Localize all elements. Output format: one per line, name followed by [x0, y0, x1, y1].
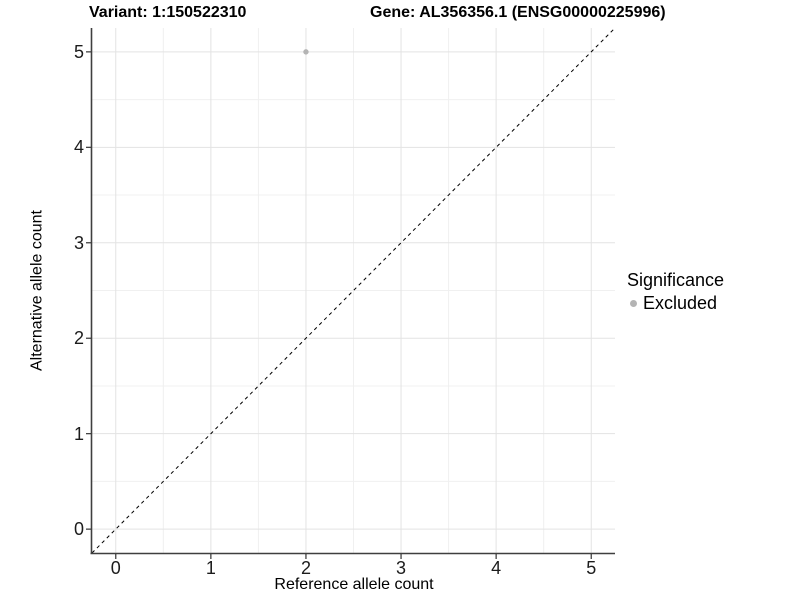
x-tick-label-5: 5 — [586, 558, 597, 578]
x-tick-label-4: 4 — [491, 558, 502, 578]
x-tick-label-0: 0 — [110, 558, 121, 578]
y-tick-label-1: 1 — [73, 423, 84, 444]
y-tick-label-3: 3 — [73, 232, 84, 253]
y-tick-label-0: 0 — [73, 519, 84, 540]
x-axis-title: Reference allele count — [274, 576, 434, 593]
identity-dashed-line — [91, 27, 616, 554]
y-tick-label-4: 4 — [73, 137, 84, 158]
legend: Significance Excluded — [627, 270, 724, 314]
excluded-point-icon — [630, 300, 637, 307]
variant-title: Variant: 1:150522310 — [89, 4, 247, 21]
gene-title: Gene: AL356356.1 (ENSG00000225996) — [370, 4, 666, 21]
legend-title: Significance — [627, 270, 725, 290]
legend-item-label: Excluded — [643, 293, 718, 313]
data-point — [303, 49, 309, 55]
legend-item-excluded: Excluded — [627, 293, 724, 314]
y-tick-label-5: 5 — [73, 41, 84, 62]
x-tick-label-2: 2 — [300, 558, 311, 578]
x-tick-label-3: 3 — [396, 558, 407, 578]
y-axis-title: Alternative allele count — [28, 210, 46, 371]
y-tick-label-2: 2 — [73, 328, 84, 349]
x-tick-label-1: 1 — [205, 558, 216, 578]
